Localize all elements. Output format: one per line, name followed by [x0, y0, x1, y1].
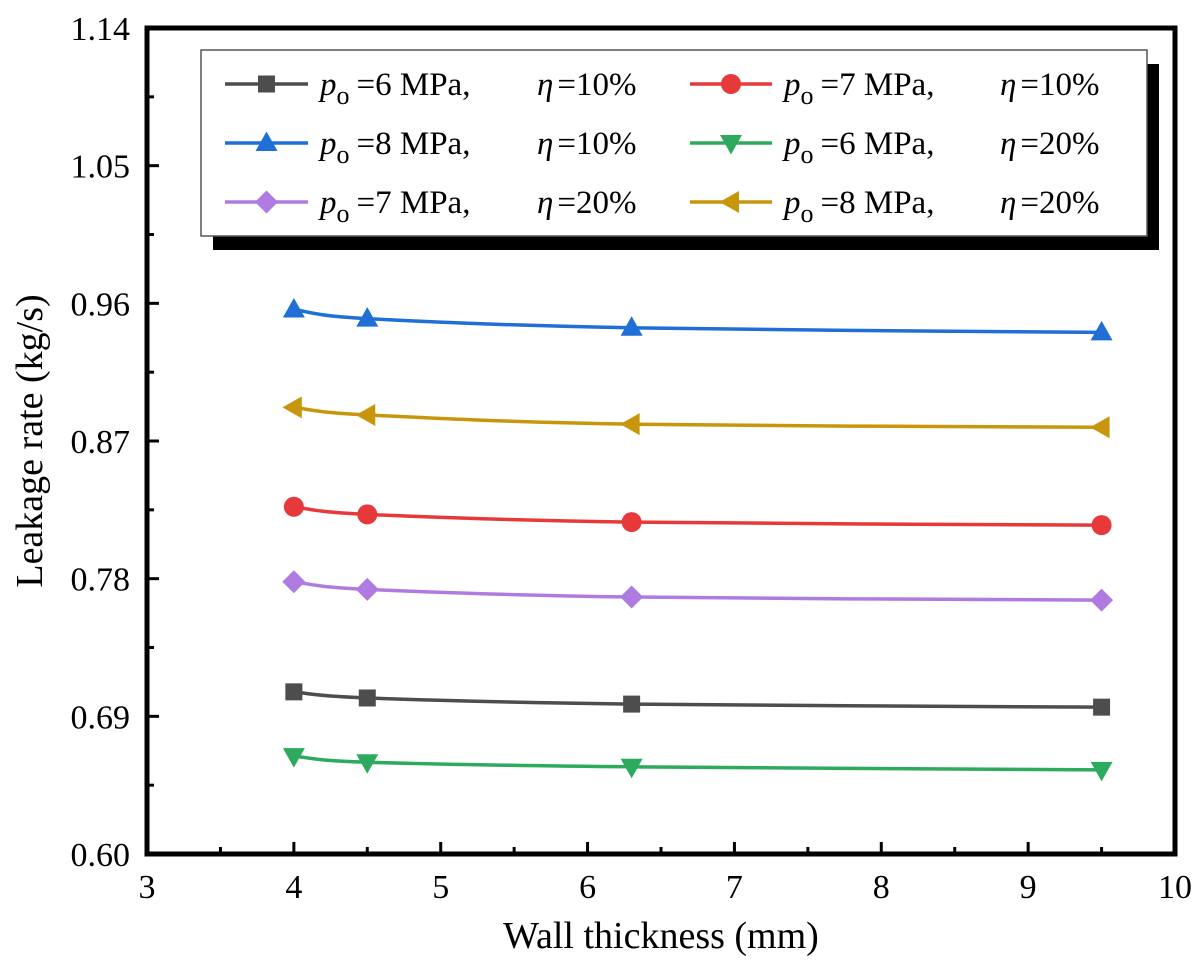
- legend-marker: [255, 131, 278, 151]
- legend-label: po =7 MPa, η =20%: [318, 185, 636, 228]
- legend-marker: [719, 191, 739, 213]
- x-tick-label: 8: [873, 869, 890, 906]
- y-tick-label: 0.60: [71, 837, 131, 874]
- data-point: [623, 695, 641, 713]
- legend-marker: [258, 75, 275, 93]
- legend-item-4: po =6 MPa, η =20%: [690, 126, 1099, 169]
- legend: po =6 MPa, η =10% po =7 MPa, η =10% po =8 MPa, η =1…: [200, 49, 1159, 250]
- data-point: [620, 316, 643, 336]
- data-point: [1093, 698, 1111, 716]
- series-1: [285, 683, 1111, 716]
- legend-item-2: po =7 MPa, η =10%: [690, 67, 1099, 110]
- x-axis-title: Wall thickness (mm): [503, 915, 819, 957]
- legend-label: po =6 MPa, η =10%: [318, 67, 636, 110]
- data-point: [621, 512, 642, 533]
- series-layer: [282, 297, 1114, 782]
- data-point: [620, 585, 644, 609]
- data-point: [620, 413, 640, 436]
- data-point: [285, 683, 303, 701]
- series-line: [293, 505, 1102, 527]
- data-point: [1090, 320, 1113, 341]
- data-point: [356, 754, 379, 774]
- x-tick-label: 3: [139, 869, 156, 906]
- data-point: [1091, 515, 1112, 536]
- y-tick-label: 1.05: [71, 149, 131, 186]
- data-point: [356, 307, 379, 327]
- data-point: [357, 504, 378, 525]
- data-point: [620, 758, 643, 779]
- series-3: [282, 297, 1113, 341]
- data-point: [355, 403, 376, 426]
- x-tick-label: 10: [1158, 869, 1192, 906]
- series-line: [293, 754, 1102, 772]
- series-line: [293, 579, 1102, 602]
- legend-item-5: po =7 MPa, η =20%: [225, 185, 636, 228]
- legend-label: po =8 MPa, η =20%: [782, 185, 1099, 228]
- legend-box: [200, 49, 1148, 237]
- data-point: [358, 689, 376, 707]
- legend-item-1: po =6 MPa, η =10%: [225, 67, 636, 110]
- series-5: [282, 570, 1114, 612]
- y-tick-label: 0.96: [71, 286, 131, 323]
- x-tick-label: 6: [579, 869, 596, 906]
- legend-marker: [255, 190, 278, 214]
- y-tick-label: 0.69: [71, 699, 131, 736]
- legend-item-3: po =8 MPa, η =10%: [225, 126, 636, 169]
- x-tick-label: 7: [726, 869, 743, 906]
- legend-marker: [721, 74, 741, 94]
- data-point: [282, 748, 305, 768]
- data-point: [282, 297, 305, 318]
- data-point: [355, 577, 379, 601]
- data-point: [283, 496, 304, 517]
- series-line: [293, 690, 1102, 709]
- data-point: [1090, 416, 1110, 439]
- y-tick-label: 1.14: [71, 11, 131, 48]
- ticks-layer: 3 4 5 6 7 8 9 10 0.60 0.69 0.78 0.87 0.96 1.05 1.14: [71, 11, 1193, 906]
- series-4: [282, 748, 1113, 782]
- data-point: [1090, 761, 1113, 782]
- legend-marker: [720, 135, 742, 155]
- data-point: [282, 396, 302, 419]
- legend-item-6: po =8 MPa, η =20%: [690, 185, 1099, 228]
- legend-label: po =7 MPa, η =10%: [782, 67, 1099, 110]
- y-tick-label: 0.87: [71, 424, 131, 461]
- y-tick-label: 0.78: [71, 562, 131, 599]
- x-tick-label: 4: [285, 869, 302, 906]
- x-tick-label: 5: [432, 869, 449, 906]
- y-axis-title: Leakage rate (kg/s): [9, 294, 51, 587]
- legend-label: po =6 MPa, η =20%: [782, 126, 1099, 169]
- data-point: [1090, 588, 1114, 612]
- data-point: [282, 570, 306, 594]
- series-line: [293, 405, 1102, 429]
- legend-label: po =8 MPa, η =10%: [318, 126, 636, 169]
- series-2: [283, 496, 1112, 536]
- x-tick-label: 9: [1020, 869, 1037, 906]
- series-6: [282, 396, 1110, 439]
- series-line: [293, 307, 1102, 335]
